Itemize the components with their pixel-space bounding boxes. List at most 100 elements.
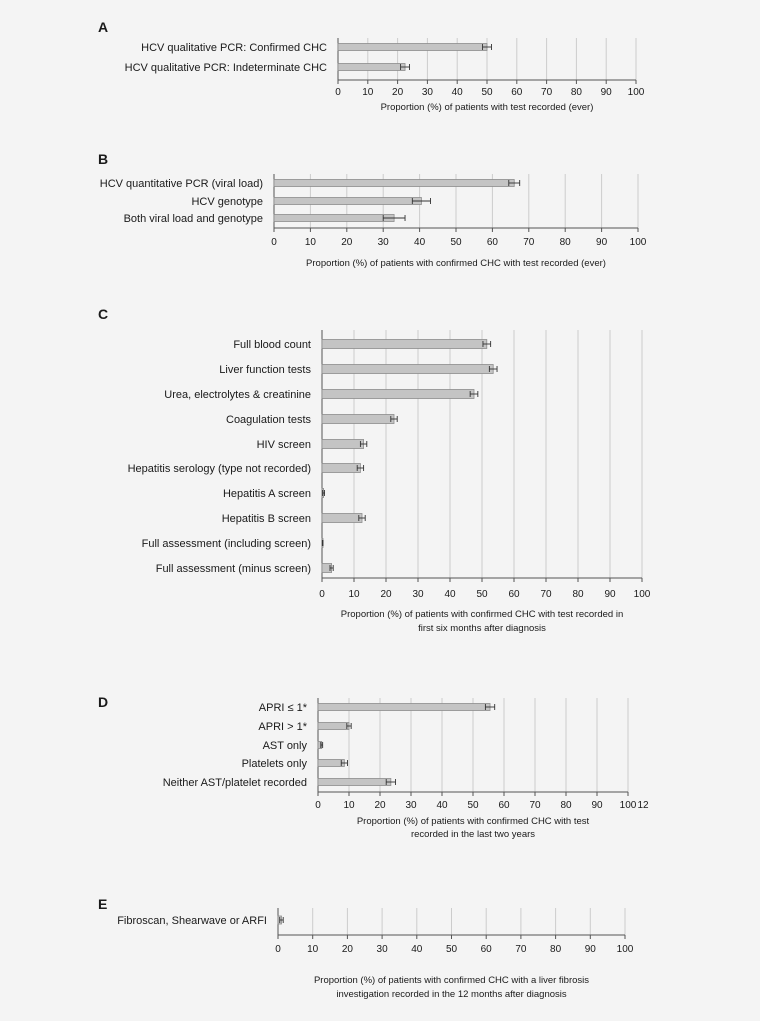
category-label: Full blood count [233, 339, 311, 351]
tick-label: 10 [307, 944, 319, 955]
panel-letter: D [98, 694, 108, 710]
panel-letter: B [98, 151, 108, 167]
tick-label: 60 [481, 944, 493, 955]
tick-label: 90 [591, 800, 603, 811]
panel-d: D 0 10 20 30 40 50 60 70 80 90 100 APRI ≤ 1* APRI > 1… [98, 694, 649, 840]
tick-label: 20 [392, 87, 404, 98]
tick-label: 60 [498, 800, 510, 811]
category-label: Fibroscan, Shearwave or ARFI [117, 915, 267, 927]
tick-label: 60 [508, 589, 520, 600]
tick-label: 50 [467, 800, 479, 811]
tick-label: 70 [523, 237, 535, 248]
panel-b: B 0 10 20 30 40 50 60 70 80 90 100 HCV quantitative … [98, 151, 647, 269]
panel-letter: A [98, 19, 108, 35]
x-axis-title: first six months after diagnosis [418, 623, 546, 634]
tick-label: 40 [452, 87, 464, 98]
tick-label: 80 [572, 589, 584, 600]
tick-label: 100 [634, 589, 651, 600]
panel-letter: C [98, 306, 108, 322]
tick-label: 70 [529, 800, 541, 811]
category-label: Hepatitis serology (type not recorded) [128, 463, 311, 475]
tick-label: 100 [630, 237, 647, 248]
tick-label: 40 [414, 237, 426, 248]
tick-label: 100 [620, 800, 637, 811]
panel-c: C 0 10 20 30 40 50 60 70 80 90 100 Full blood count L… [98, 306, 651, 634]
tick-label: 50 [481, 87, 493, 98]
page-number: 12 [637, 800, 649, 811]
tick-label: 80 [560, 800, 572, 811]
category-label: HIV screen [257, 439, 311, 451]
panel-a: A 0 10 20 30 40 50 60 70 80 90 100 HCV qualitative P… [98, 19, 645, 113]
x-axis-title: Proportion (%) of patients with test rec… [381, 102, 594, 113]
tick-label: 50 [446, 944, 458, 955]
tick-label: 30 [377, 944, 389, 955]
tick-label: 20 [341, 237, 353, 248]
tick-label: 100 [617, 944, 634, 955]
bar [317, 759, 345, 767]
category-label: Hepatitis A screen [223, 488, 311, 500]
category-label: Urea, electrolytes & creatinine [164, 389, 311, 401]
bar [337, 43, 488, 51]
x-axis-title: investigation recorded in the 12 months … [336, 989, 566, 1000]
category-label: Full assessment (minus screen) [156, 563, 311, 575]
category-label: AST only [263, 740, 308, 752]
category-label: Full assessment (including screen) [142, 538, 311, 550]
tick-label: 70 [541, 87, 553, 98]
bar [321, 439, 364, 449]
tick-label: 20 [374, 800, 386, 811]
tick-label: 80 [560, 237, 572, 248]
tick-label: 90 [601, 87, 613, 98]
bar [317, 703, 491, 711]
tick-label: 50 [450, 237, 462, 248]
category-label: Neither AST/platelet recorded [163, 777, 307, 789]
bar [273, 197, 422, 205]
tick-label: 0 [315, 800, 321, 811]
tick-label: 10 [348, 589, 360, 600]
tick-label: 0 [271, 237, 277, 248]
tick-label: 0 [319, 589, 325, 600]
tick-label: 60 [511, 87, 523, 98]
category-label: HCV genotype [191, 196, 263, 208]
tick-label: 90 [604, 589, 616, 600]
x-axis-title: Proportion (%) of patients with confirme… [357, 816, 590, 827]
x-axis-title: Proportion (%) of patients with confirme… [314, 975, 589, 986]
bar [317, 778, 392, 786]
panel-e: E 0 10 20 30 40 50 60 70 80 90 100 Fibroscan, Shearw… [98, 896, 634, 1000]
category-label: APRI ≤ 1* [259, 702, 308, 714]
bar [321, 339, 488, 349]
tick-label: 80 [571, 87, 583, 98]
bar [321, 463, 361, 473]
tick-label: 90 [596, 237, 608, 248]
tick-label: 0 [335, 87, 341, 98]
tick-label: 70 [540, 589, 552, 600]
category-label: Hepatitis B screen [222, 513, 311, 525]
bar [321, 414, 395, 424]
tick-label: 10 [305, 237, 317, 248]
tick-label: 10 [362, 87, 374, 98]
category-label: HCV qualitative PCR: Indeterminate CHC [125, 62, 327, 74]
tick-label: 10 [343, 800, 355, 811]
panel-letter: E [98, 896, 107, 912]
tick-label: 0 [275, 944, 281, 955]
tick-label: 100 [628, 87, 645, 98]
category-label: HCV qualitative PCR: Confirmed CHC [141, 42, 327, 54]
x-axis-title: Proportion (%) of patients with confirme… [306, 258, 606, 269]
tick-label: 40 [411, 944, 423, 955]
category-label: Coagulation tests [226, 414, 311, 426]
bar [321, 389, 475, 399]
tick-label: 30 [422, 87, 434, 98]
tick-label: 40 [436, 800, 448, 811]
tick-label: 30 [378, 237, 390, 248]
tick-label: 30 [412, 589, 424, 600]
tick-label: 50 [476, 589, 488, 600]
tick-label: 60 [487, 237, 499, 248]
bar [321, 364, 494, 374]
bar [273, 179, 515, 187]
tick-label: 90 [585, 944, 597, 955]
category-label: Platelets only [242, 758, 308, 770]
bar [273, 214, 395, 222]
tick-label: 40 [444, 589, 456, 600]
bar [317, 722, 350, 730]
tick-label: 70 [515, 944, 527, 955]
